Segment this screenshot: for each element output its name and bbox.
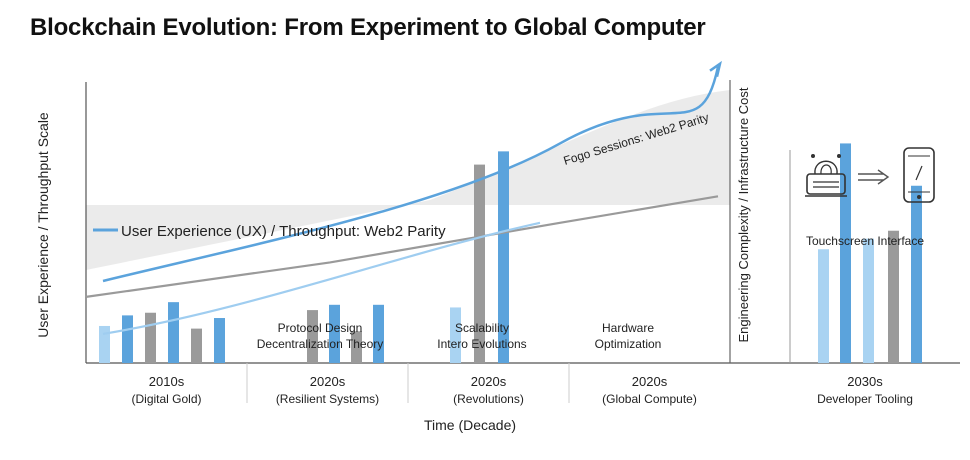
group-note: Optimization <box>595 337 662 351</box>
x-tick-label: 2020s <box>632 374 668 389</box>
panel-label: Touchscreen Interface <box>806 234 924 248</box>
panel-bar <box>863 238 874 363</box>
series-line-adoption <box>102 221 541 335</box>
bar <box>329 304 340 363</box>
arrow-right-icon <box>858 169 890 185</box>
y-axis-title-right: Engineering Complexity / Infrastructure … <box>736 87 751 342</box>
trend-band <box>86 90 730 270</box>
chart-title: Blockchain Evolution: From Experiment to… <box>30 14 706 41</box>
group-note: Decentralization Theory <box>257 337 384 351</box>
bar <box>99 325 110 363</box>
smartphone-icon <box>903 147 935 203</box>
bar <box>373 304 384 363</box>
series-line-ux <box>102 66 720 283</box>
x-tick-sublabel: (Digital Gold) <box>131 392 201 406</box>
group-note: Hardware <box>602 321 654 335</box>
x-tick-sublabel: (Global Compute) <box>602 392 697 406</box>
y-axis-title: User Experience / Throughput Scale <box>35 112 51 338</box>
x-tick-sublabel: (Resilient Systems) <box>276 392 379 406</box>
x-tick-label: 2010s <box>149 374 185 389</box>
group-note: Scalability <box>455 321 509 335</box>
bar <box>351 331 362 363</box>
panel-bar <box>840 143 851 363</box>
series-line-cost <box>85 195 719 298</box>
series-line-arrowhead <box>709 60 722 77</box>
x-tick-sublabel: (Revolutions) <box>453 392 524 406</box>
x-axis-title: Time (Decade) <box>424 417 516 433</box>
bar <box>474 164 485 363</box>
panel-x-tick-sublabel: Developer Tooling <box>817 392 913 406</box>
bar <box>191 328 202 363</box>
group-note: Intero Evolutions <box>437 337 526 351</box>
panel-bar <box>888 230 899 363</box>
panel-x-tick-label: 2030s <box>847 374 883 389</box>
bar <box>307 310 318 363</box>
bar <box>145 312 156 363</box>
bar <box>122 315 133 363</box>
group-note: Protocol Design <box>278 321 363 335</box>
x-tick-label: 2020s <box>310 374 346 389</box>
panel-bar <box>911 185 922 363</box>
x-tick-label: 2020s <box>471 374 507 389</box>
bar <box>450 307 461 363</box>
bar <box>498 151 509 363</box>
bar <box>214 318 225 363</box>
panel-bar <box>818 249 829 363</box>
server-robot-icon <box>805 154 847 197</box>
bar <box>168 302 179 363</box>
legend-label: User Experience (UX) / Throughput: Web2 … <box>121 223 446 240</box>
